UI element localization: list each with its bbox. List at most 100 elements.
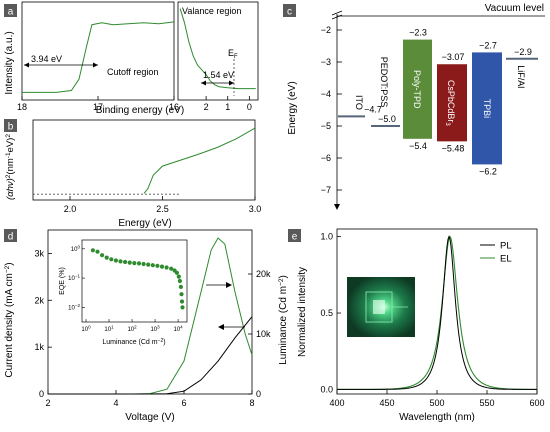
inset-eqe-point bbox=[118, 259, 123, 264]
panel-e-device-photo bbox=[347, 277, 415, 337]
panel-label-box-a bbox=[4, 4, 17, 17]
panel-a-ylabel: Intensity (a.u.) bbox=[4, 31, 15, 94]
panel-b: b (αhν)2(nm-1eV)2 2.0 2.5 3.0 Energy (eV) bbox=[4, 119, 261, 229]
panel-e-xtick-label: 450 bbox=[379, 398, 394, 408]
layer-tpbi-name: TPBi bbox=[482, 99, 492, 119]
panel-a-left-xtick-label: 17 bbox=[93, 102, 103, 112]
panel-d-inset-xtick-label: 102 bbox=[127, 325, 137, 334]
panel-c-ytick-label: −2 bbox=[321, 25, 331, 35]
panel-e-xlabel: Wavelength (nm) bbox=[399, 412, 475, 423]
panel-d-xtick-label: 6 bbox=[181, 398, 186, 408]
panel-e-legend: PL EL bbox=[480, 241, 512, 265]
panel-a-left-xtick-label: 16 bbox=[169, 102, 179, 112]
layer-polytpd-bottom-value: −5.4 bbox=[409, 141, 427, 151]
panel-label-c: c bbox=[287, 7, 292, 18]
panel-c-ylabel: Energy (eV) bbox=[287, 81, 298, 134]
panel-d-right-ytick-label: 0 bbox=[256, 389, 261, 399]
panel-c-ytick-label: −6 bbox=[321, 153, 331, 163]
panel-d-left-ytick-label: 0 bbox=[39, 389, 44, 399]
panel-label-e: e bbox=[292, 232, 298, 243]
inset-eqe-point bbox=[127, 260, 132, 265]
inset-eqe-point bbox=[132, 261, 137, 266]
panel-e-xtick-label: 550 bbox=[479, 398, 494, 408]
panel-a-left-xtick-label: 18 bbox=[17, 102, 27, 112]
panel-e-ticks: 400 450 500 550 600 0.0 0.5 1.0 bbox=[320, 232, 544, 408]
panel-d-inset-ticks: 100 101 102 103 104 100 10−1 10−2 bbox=[68, 244, 183, 333]
inset-eqe-point bbox=[174, 270, 179, 275]
inset-eqe-point bbox=[104, 255, 109, 260]
panel-c: c Energy (eV) Vacuum level −2−3−4−5−6−7 … bbox=[283, 3, 545, 210]
inset-eqe-point bbox=[155, 263, 160, 268]
panel-d-arrow-left-head bbox=[218, 324, 224, 330]
inset-eqe-point bbox=[113, 258, 118, 263]
panel-d-xtick-label: 8 bbox=[249, 398, 254, 408]
panel-c-ytick-label: −4 bbox=[321, 89, 331, 99]
layer-ito-name: ITO bbox=[354, 95, 364, 110]
panel-d-inset-xtick-label: 100 bbox=[81, 325, 91, 334]
panel-a-cutoff-line bbox=[22, 21, 175, 93]
panel-a-valence-value: 1.54 eV bbox=[203, 70, 234, 80]
panel-e-ytick-label: 0.5 bbox=[320, 308, 333, 318]
panel-a-cutoff-value: 3.94 eV bbox=[31, 54, 62, 64]
panel-label-box-e bbox=[288, 229, 301, 242]
legend-el-label: EL bbox=[500, 254, 512, 265]
layer-lifal-value: −2.9 bbox=[514, 47, 532, 57]
panel-a-right-xtick-label: 1 bbox=[225, 102, 230, 112]
layer-ito-value: −4.7 bbox=[364, 104, 382, 114]
panel-a-valence-label: Valance region bbox=[182, 6, 241, 16]
layer-polytpd-block bbox=[403, 39, 432, 139]
panel-d-inset-ytick-label: 100 bbox=[71, 244, 81, 253]
panel-a-valence-line bbox=[179, 8, 256, 90]
panel-label-d: d bbox=[8, 232, 14, 243]
panel-label-box-c bbox=[283, 4, 296, 17]
panel-label-b: b bbox=[8, 122, 14, 133]
panel-c-ytick-label: −7 bbox=[321, 185, 331, 195]
panel-c-axis-break-1 bbox=[331, 10, 343, 16]
layer-tpbi-top-value: −2.7 bbox=[479, 40, 497, 50]
layer-polytpd-name: Poly-TPD bbox=[412, 70, 422, 109]
panel-d-inset-xtick-label: 104 bbox=[173, 325, 183, 334]
inset-eqe-point bbox=[109, 257, 114, 262]
panel-a-left-xticks: 18 17 16 bbox=[17, 96, 179, 112]
panel-d-inset-ytick-label: 10−1 bbox=[68, 274, 80, 283]
panel-e-ytick-label: 0.0 bbox=[320, 384, 333, 394]
layer-cspbcdbr-name: CsPbCdBr3 bbox=[444, 80, 456, 127]
inset-eqe-point bbox=[123, 259, 128, 265]
panel-label-box-d bbox=[4, 229, 17, 242]
panel-e-xtick-label: 600 bbox=[529, 398, 544, 408]
panel-d-inset-ylabel: EQE (%) bbox=[59, 267, 66, 295]
panel-a-cutoff-label: Cutoff region bbox=[107, 67, 158, 77]
inset-eqe-point bbox=[90, 248, 95, 253]
panel-a-right-frame bbox=[177, 1, 259, 101]
panel-a-left-frame bbox=[21, 1, 175, 101]
panel-a: a Intensity (a.u.) 18 17 16 2 1 0 Binding en… bbox=[4, 1, 259, 116]
inset-eqe-point bbox=[159, 264, 165, 269]
inset-eqe-point bbox=[95, 249, 100, 254]
legend-pl-label: PL bbox=[500, 241, 512, 252]
panel-a-ef-label: EF bbox=[228, 48, 238, 60]
layer-pedot-name: PEDOT:PSS bbox=[379, 57, 389, 108]
panel-b-xtick-label: 3.0 bbox=[249, 204, 262, 214]
panel-e: e Normalized intensity 400 450 500 550 600 0.… bbox=[288, 228, 545, 423]
panel-b-xticks: 2.0 2.5 3.0 bbox=[64, 196, 262, 214]
panel-d-xlabel: Voltage (V) bbox=[125, 412, 174, 423]
panel-e-xtick-label: 500 bbox=[429, 398, 444, 408]
panel-b-xtick-label: 2.0 bbox=[64, 204, 77, 214]
panel-d-left-ytick-label: 3k bbox=[34, 248, 44, 258]
inset-eqe-point bbox=[146, 262, 151, 267]
panel-b-frame bbox=[32, 119, 256, 201]
panel-d-inset-points bbox=[90, 248, 185, 310]
panel-label-a: a bbox=[8, 7, 14, 18]
panel-d-inset-xtick-label: 103 bbox=[150, 325, 160, 334]
layer-cspbcdbr-block bbox=[437, 64, 467, 142]
panel-a-right-xtick-label: 0 bbox=[247, 102, 252, 112]
panel-c-vacuum-label: Vacuum level bbox=[485, 3, 544, 14]
panel-b-xlabel: Energy (eV) bbox=[118, 218, 171, 229]
inset-eqe-point bbox=[150, 263, 155, 268]
inset-eqe-point bbox=[100, 253, 105, 258]
panel-b-xtick-label: 2.5 bbox=[156, 204, 169, 214]
panel-d: d Current density (mA cm−2) Luminance (C… bbox=[4, 229, 289, 423]
panel-c-ytick-label: −3 bbox=[321, 57, 331, 67]
